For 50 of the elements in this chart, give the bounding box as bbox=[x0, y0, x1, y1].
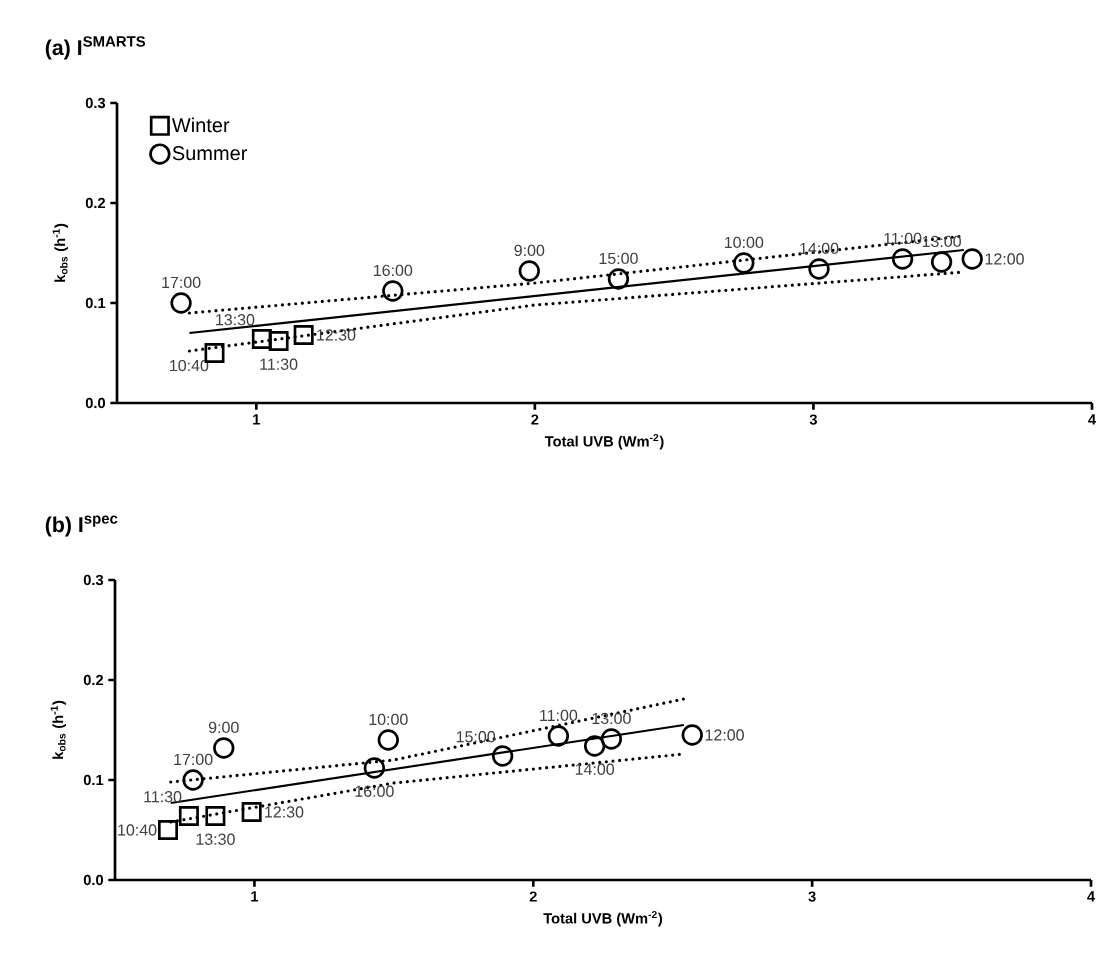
y-tick-label: 0.0 bbox=[83, 874, 104, 886]
annotation: 11:30 bbox=[144, 791, 182, 803]
chart-title: (a) I$^{SMARTS}$ bbox=[45, 36, 146, 60]
annotation: 17:00 bbox=[162, 276, 201, 289]
legend-label: Winter bbox=[171, 117, 230, 133]
annotation: 13:30 bbox=[196, 833, 235, 845]
y-axis-title: k$_{obs}$ (h$^{-1}$) bbox=[50, 700, 67, 759]
annotation: 11:00 bbox=[540, 709, 578, 722]
annotation: 11:00 bbox=[884, 232, 922, 245]
annotation: 12:00 bbox=[705, 729, 744, 741]
x-tick-label: 1 bbox=[253, 414, 260, 425]
annotation: 15:00 bbox=[599, 252, 638, 265]
annotation: 16:00 bbox=[373, 264, 413, 277]
annotation: 10:40 bbox=[170, 359, 209, 372]
annotation: 9:00 bbox=[208, 721, 239, 734]
y-tick-label: 0.1 bbox=[85, 297, 106, 309]
annotation: 10:40 bbox=[118, 824, 157, 836]
x-axis-title: Total UVB (Wm$^{-2}$) bbox=[543, 910, 663, 927]
annotation: 13:30 bbox=[216, 314, 255, 326]
x-tick-label: 3 bbox=[809, 414, 817, 425]
annotation: 12:30 bbox=[317, 329, 356, 341]
annotation: 10:00 bbox=[724, 236, 764, 249]
annotation: 13:00 bbox=[922, 235, 961, 248]
annotation: 15:00 bbox=[456, 731, 496, 743]
annotation: 14:00 bbox=[575, 763, 615, 775]
x-tick-label: 4 bbox=[1087, 891, 1095, 902]
annotation: 10:00 bbox=[369, 713, 408, 726]
annotation: 14:00 bbox=[800, 242, 839, 255]
y-tick-label: 0.1 bbox=[83, 774, 104, 786]
x-tick-label: 4 bbox=[1088, 414, 1096, 425]
x-axis-title: Total UVB (Wm$^{-2}$) bbox=[544, 433, 664, 450]
y-tick-label: 0.3 bbox=[85, 97, 106, 109]
annotation: 12:30 bbox=[265, 806, 304, 818]
annotation: 13:00 bbox=[592, 712, 631, 725]
x-tick-label: 1 bbox=[251, 891, 259, 902]
chart-title: (b) I$^{spec}$ bbox=[45, 515, 118, 537]
y-tick-label: 0.2 bbox=[83, 674, 104, 686]
y-tick-label: 0.3 bbox=[83, 574, 104, 586]
legend-label: Summer bbox=[172, 146, 248, 161]
x-tick-label: 3 bbox=[808, 891, 816, 902]
y-tick-label: 0.0 bbox=[85, 397, 106, 409]
annotation: 12:00 bbox=[985, 253, 1024, 265]
x-tick-label: 2 bbox=[529, 891, 537, 902]
x-tick-label: 2 bbox=[531, 414, 539, 425]
annotation: 16:00 bbox=[355, 785, 394, 797]
y-tick-label: 0.2 bbox=[85, 197, 106, 209]
annotation: 9:00 bbox=[514, 244, 545, 257]
y-axis-title: k$_{obs}$ (h$^{-1}$) bbox=[52, 223, 69, 282]
annotation: 11:30 bbox=[260, 358, 298, 370]
annotation: 17:00 bbox=[174, 753, 213, 766]
